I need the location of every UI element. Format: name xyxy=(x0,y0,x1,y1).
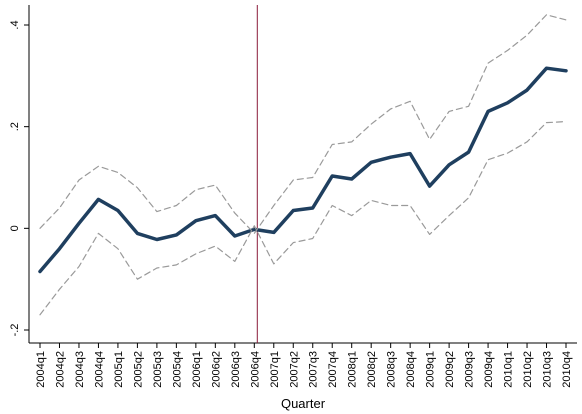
x-tick-label: 2006q4 xyxy=(249,351,261,388)
x-tick-label: 2006q2 xyxy=(210,351,222,388)
x-tick-label: 2007q2 xyxy=(288,351,300,388)
y-tick-label: .2 xyxy=(9,122,21,131)
x-tick-label: 2004q3 xyxy=(74,351,86,388)
y-tick-label: 0 xyxy=(9,225,21,231)
lower-ci-line xyxy=(39,120,567,316)
x-tick-label: 2007q4 xyxy=(327,351,339,388)
x-tick-label: 2008q4 xyxy=(405,351,417,388)
x-tick-label: 2010q2 xyxy=(522,351,534,388)
x-tick-label: 2010q3 xyxy=(542,351,554,388)
x-tick-label: 2007q1 xyxy=(269,351,281,388)
y-tick-label: .4 xyxy=(9,20,21,29)
x-tick-label: 2004q1 xyxy=(35,351,47,388)
x-tick-label: 2008q1 xyxy=(347,351,359,388)
x-tick-label: 2009q2 xyxy=(444,351,456,388)
x-tick-label: 2005q1 xyxy=(113,351,125,388)
x-tick-label: 2010q4 xyxy=(561,351,573,388)
x-tick-label: 2008q3 xyxy=(386,351,398,388)
x-axis: 2004q1 2004q2 2004q3 2004q4 2005q1 2005q2 2005… xyxy=(29,342,577,388)
plot-area xyxy=(29,5,577,343)
upper-ci-line xyxy=(39,14,567,234)
x-axis-title: Quarter xyxy=(281,396,326,411)
x-tick-label: 2005q2 xyxy=(132,351,144,388)
x-tick-label: 2005q4 xyxy=(171,351,183,388)
x-tick-label: 2006q1 xyxy=(191,351,203,388)
y-tick-label: -.2 xyxy=(9,324,21,337)
x-tick-label: 2009q4 xyxy=(483,351,495,388)
x-tick-label: 2006q3 xyxy=(230,351,242,388)
y-axis: -.2 0 .2 .4 xyxy=(9,5,30,343)
x-tick-label: 2005q3 xyxy=(152,351,164,388)
x-tick-label: 2004q2 xyxy=(54,351,66,388)
x-tick-label: 2009q1 xyxy=(425,351,437,388)
x-tick-label: 2007q3 xyxy=(308,351,320,388)
estimate-line xyxy=(38,66,568,274)
x-tick-label: 2008q2 xyxy=(366,351,378,388)
x-tick-label: 2009q3 xyxy=(464,351,476,388)
x-tick-label: 2004q4 xyxy=(93,351,105,388)
series-layer xyxy=(38,14,568,316)
x-tick-label: 2010q1 xyxy=(503,351,515,388)
